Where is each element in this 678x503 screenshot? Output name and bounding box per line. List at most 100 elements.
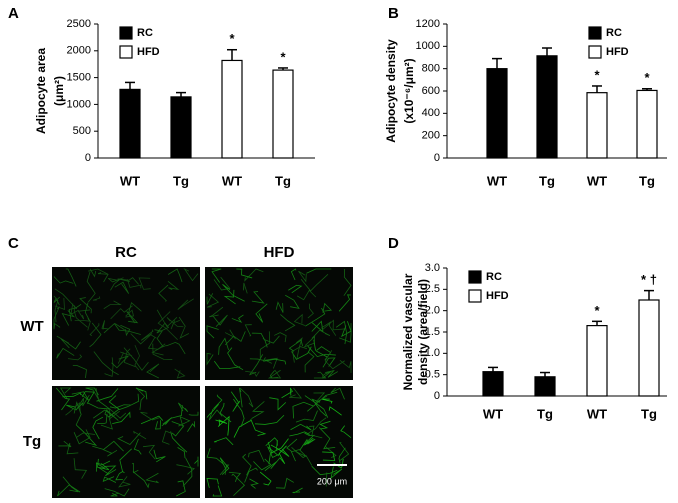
cell-membrane (117, 432, 141, 446)
row-header: WT (20, 318, 43, 335)
cell-membrane (53, 322, 61, 330)
panel-label: B (388, 5, 399, 22)
cell-membrane (96, 388, 119, 402)
cell-membrane (245, 370, 260, 378)
cell-membrane (264, 457, 281, 472)
cell-membrane (156, 322, 170, 334)
cell-membrane (311, 329, 331, 339)
cell-membrane (322, 371, 332, 379)
cell-membrane (224, 329, 236, 340)
cell-membrane (104, 488, 130, 497)
cell-membrane (307, 417, 327, 434)
micrograph (205, 386, 353, 498)
cell-membrane (154, 329, 164, 347)
cell-membrane (254, 414, 285, 425)
x-tick-label: WT (587, 173, 607, 188)
cell-membrane (143, 444, 156, 460)
cell-membrane (339, 442, 350, 461)
cell-membrane (290, 423, 312, 431)
cell-membrane (110, 305, 133, 320)
x-tick-label: Tg (639, 173, 655, 188)
cell-membrane (119, 448, 132, 474)
cell-membrane (325, 369, 338, 378)
cell-membrane (233, 398, 245, 427)
cell-membrane (117, 277, 139, 285)
y-tick-label: 0.5 (425, 369, 440, 381)
cell-membrane (218, 337, 229, 355)
cell-membrane (76, 431, 96, 438)
column-header: RC (115, 244, 137, 261)
cell-membrane (178, 402, 189, 413)
cell-membrane (324, 350, 345, 370)
cell-membrane (289, 387, 303, 399)
cell-membrane (219, 464, 230, 476)
cell-membrane (103, 300, 122, 310)
cell-membrane (219, 402, 232, 423)
cell-membrane (109, 404, 131, 409)
y-tick-label: 2.0 (425, 305, 440, 317)
cell-membrane (250, 419, 267, 436)
cell-membrane (270, 444, 290, 457)
cell-membrane (177, 446, 186, 459)
cell-membrane (251, 332, 268, 348)
bar (536, 55, 558, 159)
y-axis-title: Adipocyte area (34, 48, 48, 134)
cell-membrane (93, 351, 119, 376)
cell-membrane (330, 387, 345, 400)
x-tick-label: Tg (173, 173, 189, 188)
cell-membrane (66, 442, 79, 455)
cell-membrane (161, 430, 173, 445)
cell-membrane (72, 364, 87, 379)
cell-membrane (268, 440, 278, 465)
bar (119, 88, 141, 159)
scale-bar-label: 200 μm (317, 476, 347, 486)
cell-membrane (248, 354, 264, 376)
cell-membrane (133, 438, 142, 455)
cell-membrane (187, 421, 196, 432)
cell-membrane (133, 430, 147, 440)
cell-membrane (127, 279, 142, 289)
y-tick-label: 1200 (416, 18, 440, 30)
cell-membrane (249, 357, 266, 361)
y-tick-label: 0 (434, 152, 440, 164)
cell-membrane (292, 401, 314, 419)
cell-membrane (286, 438, 298, 462)
y-tick-label: 400 (422, 107, 440, 119)
cell-membrane (289, 431, 310, 437)
bar (586, 325, 608, 397)
cell-membrane (251, 291, 265, 304)
bar (482, 371, 504, 397)
bar (636, 89, 658, 159)
cell-membrane (194, 456, 199, 467)
y-axis-title: (μm²) (52, 76, 66, 106)
y-tick-label: 2000 (67, 45, 91, 57)
cell-membrane (73, 429, 91, 445)
cell-membrane (328, 406, 342, 416)
y-tick-label: 600 (422, 85, 440, 97)
legend-swatch (468, 270, 482, 284)
cell-membrane (130, 333, 157, 345)
cell-membrane (206, 478, 219, 488)
cell-membrane (166, 341, 186, 355)
cell-membrane (206, 293, 214, 305)
cell-membrane (304, 351, 315, 373)
cell-membrane (167, 268, 183, 283)
cell-membrane (177, 298, 194, 310)
cell-membrane (225, 331, 246, 346)
cell-membrane (255, 303, 268, 323)
cell-membrane (103, 465, 117, 477)
cell-membrane (145, 472, 160, 484)
cell-membrane (86, 271, 96, 303)
cell-membrane (274, 332, 287, 343)
cell-membrane (108, 395, 120, 418)
cell-membrane (73, 401, 82, 426)
cell-membrane (298, 270, 307, 283)
cell-membrane (311, 320, 324, 333)
cell-membrane (233, 420, 252, 438)
cell-membrane (110, 278, 130, 291)
cell-membrane (67, 354, 83, 361)
cell-membrane (73, 458, 88, 479)
cell-membrane (222, 284, 245, 302)
cell-membrane (123, 347, 149, 371)
cell-membrane (244, 268, 264, 282)
